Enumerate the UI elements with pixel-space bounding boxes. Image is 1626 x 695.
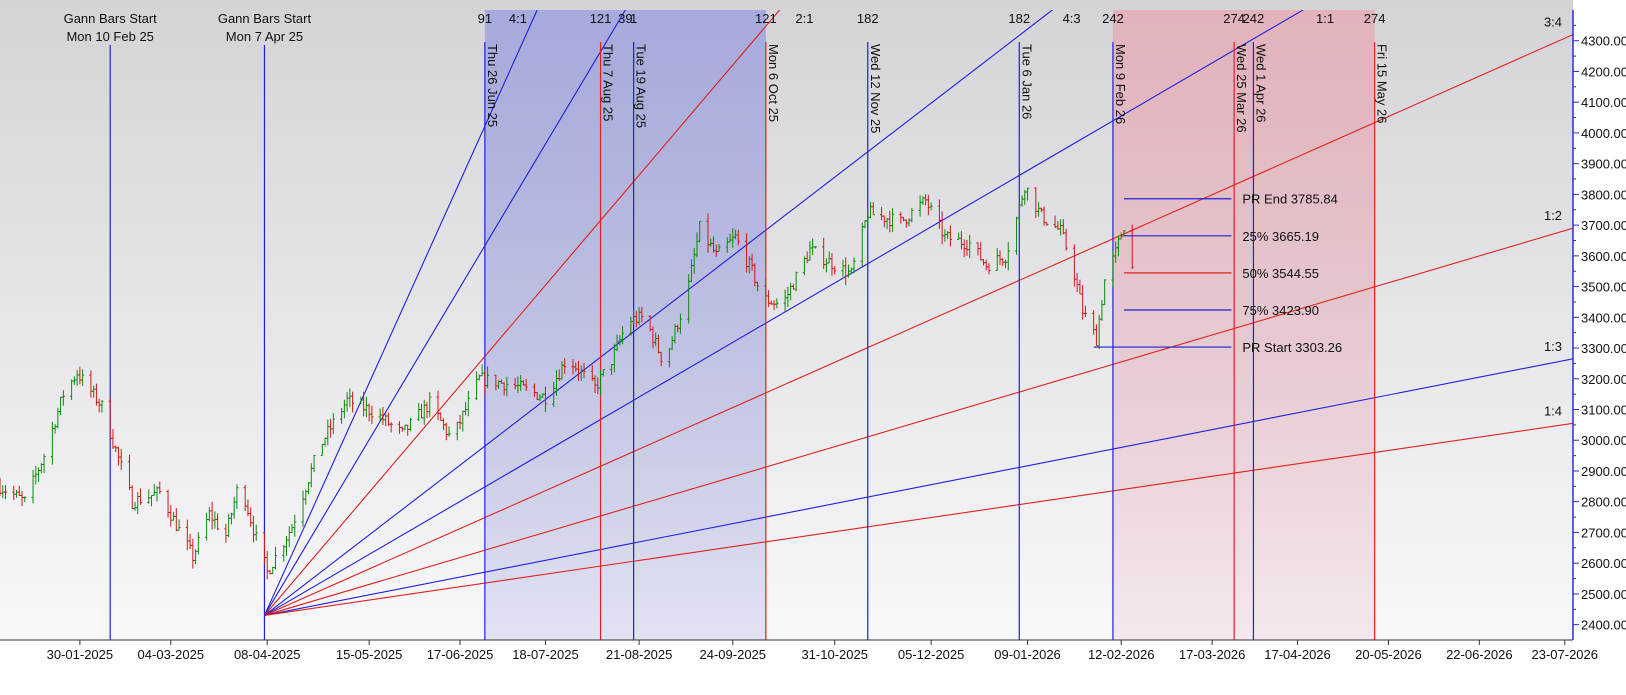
y-tick-label: 3500.00 — [1581, 280, 1626, 295]
top-label: 39 — [618, 11, 632, 26]
y-tick-label: 4100.00 — [1581, 95, 1626, 110]
top-label: 2:1 — [795, 11, 813, 26]
vertical-line-label: Wed 1 Apr 26 — [1253, 44, 1268, 123]
gann-start-label: Mon 10 Feb 25 — [66, 29, 153, 44]
top-label: 182 — [1008, 11, 1030, 26]
y-tick-label: 3700.00 — [1581, 218, 1626, 233]
price-level-label: 50% 3544.55 — [1242, 266, 1319, 281]
price-level-label: 25% 3665.19 — [1242, 229, 1319, 244]
gann-ray-8 — [264, 422, 1573, 616]
vertical-line-label: Thu 26 Jun 25 — [485, 44, 500, 127]
x-tick-label: 31-10-2025 — [801, 647, 868, 662]
y-tick-label: 2800.00 — [1581, 495, 1626, 510]
vertical-line-label: Wed 12 Nov 25 — [868, 44, 883, 133]
y-tick-label: 3300.00 — [1581, 341, 1626, 356]
x-tick-label: 20-05-2026 — [1355, 647, 1422, 662]
top-label: 91 — [478, 11, 492, 26]
top-label: 242 — [1102, 11, 1124, 26]
vertical-line-label: Tue 19 Aug 25 — [634, 44, 649, 128]
gann-ray-6 — [264, 227, 1573, 616]
shaded-region-1 — [1112, 10, 1375, 640]
gann-ray-2 — [264, 10, 781, 616]
vertical-line-label: Tue 6 Jan 26 — [1019, 44, 1034, 119]
vertical-line-label: Mon 9 Feb 26 — [1113, 44, 1128, 124]
gann-start-label: Mon 7 Apr 25 — [226, 29, 303, 44]
gann-ray-5 — [264, 33, 1573, 616]
shaded-region-0 — [484, 10, 766, 640]
gann-ray-7 — [264, 358, 1573, 616]
y-tick-label: 3900.00 — [1581, 157, 1626, 172]
y-tick-label: 2400.00 — [1581, 618, 1626, 633]
y-tick-label: 2500.00 — [1581, 587, 1626, 602]
vertical-line-label: Wed 25 Mar 26 — [1234, 44, 1249, 133]
x-tick-label: 18-07-2025 — [512, 647, 579, 662]
ray-ratio-label: 1:4 — [1544, 403, 1562, 418]
y-tick-label: 2900.00 — [1581, 464, 1626, 479]
x-tick-label: 12-02-2026 — [1088, 647, 1155, 662]
x-tick-label: 22-06-2026 — [1446, 647, 1513, 662]
y-tick-label: 3000.00 — [1581, 433, 1626, 448]
y-tick-label: 3100.00 — [1581, 403, 1626, 418]
x-tick-label: 24-09-2025 — [700, 647, 767, 662]
x-tick-label: 17-04-2026 — [1264, 647, 1331, 662]
y-tick-label: 3200.00 — [1581, 372, 1626, 387]
y-tick-label: 2600.00 — [1581, 556, 1626, 571]
top-label: 1:1 — [1316, 11, 1334, 26]
x-tick-label: 15-05-2025 — [336, 647, 403, 662]
top-label: 274 — [1364, 11, 1386, 26]
top-label: 242 — [1243, 11, 1265, 26]
gann-ray-4 — [264, 10, 1305, 616]
x-tick-label: 04-03-2025 — [138, 647, 205, 662]
price-level-label: PR End 3785.84 — [1242, 192, 1337, 207]
ray-ratio-label: 3:4 — [1544, 15, 1562, 30]
top-label: 182 — [857, 11, 879, 26]
y-tick-label: 4300.00 — [1581, 34, 1626, 49]
x-tick-label: 17-06-2025 — [427, 647, 494, 662]
x-tick-label: 08-04-2025 — [234, 647, 301, 662]
y-tick-label: 3400.00 — [1581, 310, 1626, 325]
vertical-line-label: Thu 7 Aug 25 — [601, 44, 616, 121]
top-label: 274 — [1223, 11, 1245, 26]
price-level-label: PR Start 3303.26 — [1242, 340, 1342, 355]
top-label: 121 — [590, 11, 612, 26]
x-tick-label: 17-03-2026 — [1179, 647, 1246, 662]
gann-start-label: Gann Bars Start — [64, 11, 158, 26]
x-tick-label: 21-08-2025 — [606, 647, 673, 662]
x-tick-label: 05-12-2025 — [898, 647, 965, 662]
vertical-line-label: Fri 15 May 26 — [1375, 44, 1390, 123]
x-tick-label: 30-01-2025 — [47, 647, 114, 662]
gann-start-label: Gann Bars Start — [218, 11, 312, 26]
gann-ray-0 — [263, 10, 538, 616]
ray-ratio-label: 1:2 — [1544, 208, 1562, 223]
y-tick-label: 3600.00 — [1581, 249, 1626, 264]
vertical-line-label: Mon 6 Oct 25 — [766, 44, 781, 122]
top-label: 4:1 — [509, 11, 527, 26]
x-tick-label: 09-01-2026 — [994, 647, 1061, 662]
ray-ratio-label: 1:3 — [1544, 339, 1562, 354]
top-label: 121 — [755, 11, 777, 26]
y-tick-label: 3800.00 — [1581, 187, 1626, 202]
gann-ray-1 — [263, 10, 626, 616]
x-tick-label: 23-07-2026 — [1531, 647, 1598, 662]
gann-ray-3 — [264, 10, 1054, 616]
y-tick-label: 4200.00 — [1581, 64, 1626, 79]
price-level-label: 75% 3423.90 — [1242, 303, 1319, 318]
y-tick-label: 4000.00 — [1581, 126, 1626, 141]
y-tick-label: 2700.00 — [1581, 525, 1626, 540]
top-label: 1 — [630, 11, 637, 26]
top-label: 4:3 — [1063, 11, 1081, 26]
